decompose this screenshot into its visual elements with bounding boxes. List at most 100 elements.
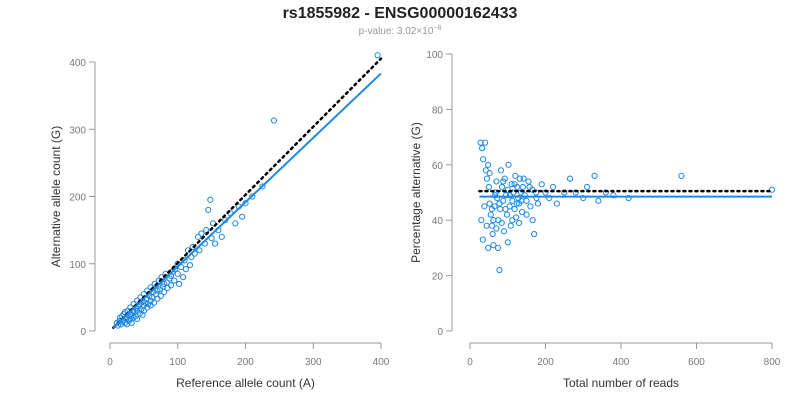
data-point: [591, 172, 598, 179]
data-point: [516, 175, 523, 182]
data-point: [538, 181, 545, 188]
data-point: [583, 183, 591, 191]
data-point: [239, 213, 246, 220]
data-point: [518, 208, 526, 215]
data-point: [512, 172, 519, 179]
x-tick-label: 200: [537, 357, 554, 368]
data-point: [580, 194, 587, 202]
data-point: [182, 266, 189, 273]
data-point: [553, 200, 560, 207]
x-tick-label: 100: [169, 357, 186, 368]
data-point: [534, 200, 542, 207]
data-point: [242, 200, 249, 207]
y-tick-label: 300: [69, 125, 86, 136]
data-point: [493, 225, 500, 232]
reference-line: [112, 57, 383, 329]
data-point: [186, 261, 194, 269]
data-point: [134, 315, 141, 322]
data-point: [180, 274, 187, 281]
data-point: [521, 192, 528, 199]
data-point: [523, 211, 530, 218]
data-point: [525, 178, 532, 185]
x-tick-label: 800: [764, 357, 781, 368]
data-point: [232, 220, 239, 227]
data-point: [150, 299, 158, 306]
data-point: [509, 217, 516, 224]
data-point: [610, 192, 617, 199]
y-axis-label: Percentage alternative (G): [409, 122, 423, 263]
y-tick-label: 200: [69, 193, 86, 204]
data-point: [171, 277, 178, 284]
data-point: [549, 183, 557, 191]
data-point: [164, 284, 171, 292]
data-point: [196, 247, 203, 254]
left-panel: 0 100 200 300 400 0 100 200 300 400 Reference alle…: [49, 52, 390, 390]
data-point: [529, 217, 536, 224]
data-point: [479, 236, 486, 243]
x-axis-label: Total number of reads: [563, 376, 679, 390]
data-point: [483, 175, 491, 182]
data-point: [496, 200, 503, 207]
data-point: [506, 203, 513, 210]
data-point: [259, 183, 266, 190]
data-point: [497, 167, 505, 174]
data-point: [566, 175, 574, 182]
data-point: [486, 200, 493, 207]
data-point: [477, 139, 484, 146]
data-point: [511, 206, 518, 213]
data-point: [486, 170, 493, 177]
data-point: [489, 230, 496, 238]
data-point: [504, 239, 511, 246]
right-panel: 0 20 40 60 80 100 0 200 400 600 800 Total number of…: [409, 50, 781, 390]
data-point: [270, 117, 278, 124]
y-tick-label: 100: [426, 50, 443, 61]
data-point: [154, 295, 161, 302]
data-point: [211, 240, 219, 247]
x-tick-label: 300: [305, 357, 322, 368]
data-point: [480, 156, 487, 163]
data-point: [482, 139, 489, 146]
data-point: [502, 192, 509, 199]
data-point: [478, 145, 486, 152]
data-point: [520, 175, 527, 182]
data-point: [481, 203, 488, 210]
data-point: [483, 222, 490, 229]
data-point: [531, 230, 538, 238]
data-point: [508, 181, 515, 188]
y-tick-label: 0: [437, 327, 443, 338]
data-point: [128, 319, 135, 327]
data-point: [502, 206, 509, 213]
data-point: [526, 183, 533, 191]
data-point: [497, 206, 504, 213]
data-point: [478, 217, 485, 224]
data-point: [139, 311, 146, 318]
y-tick-label: 80: [432, 105, 444, 116]
data-point: [493, 178, 500, 185]
x-tick-label: 0: [107, 357, 113, 368]
data-point: [207, 196, 214, 203]
data-point: [504, 186, 511, 193]
y-axis-label: Alternative allele count (G): [49, 126, 63, 267]
data-point: [490, 242, 497, 249]
data-point: [519, 183, 526, 191]
data-point: [494, 244, 502, 251]
data-point: [488, 206, 495, 213]
data-point: [595, 197, 602, 204]
y-tick-label: 40: [432, 216, 444, 227]
chart-subtitle: p-value: 3.02×10−8: [359, 25, 442, 37]
chart-title: rs1855982 - ENSG00000162433: [283, 5, 518, 22]
data-point: [157, 292, 164, 300]
data-point: [485, 244, 492, 251]
data-point: [527, 203, 534, 210]
data-point: [533, 194, 540, 202]
data-point: [485, 183, 492, 191]
data-point: [249, 193, 256, 200]
data-point: [506, 192, 514, 199]
y-tick-label: 100: [69, 260, 86, 271]
data-point: [507, 222, 514, 229]
data-point: [498, 219, 505, 227]
subtitle-exponent: −8: [433, 25, 441, 32]
data-point: [374, 52, 381, 59]
